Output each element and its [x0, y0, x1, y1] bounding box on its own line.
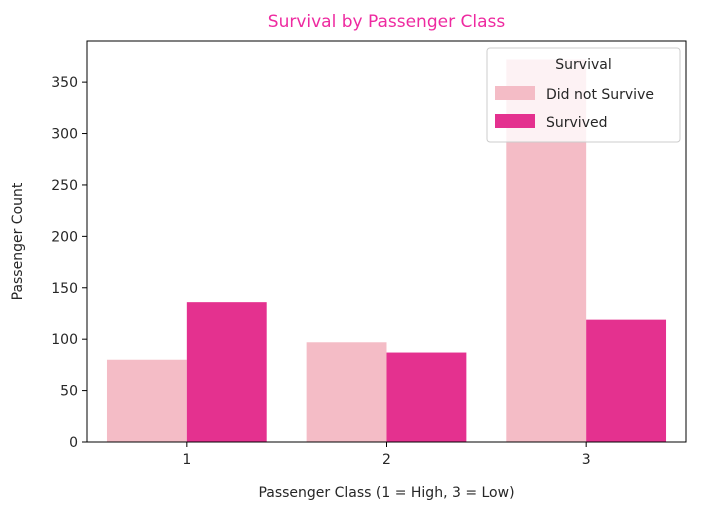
bar-survived-class-1 — [186, 302, 267, 442]
x-tick-label: 1 — [182, 452, 191, 468]
legend-items: Did not Survive Survived — [495, 86, 654, 131]
y-tick-label: 350 — [51, 75, 78, 91]
y-tick-label: 50 — [60, 384, 78, 400]
bar-did-not-survive-class-1 — [106, 359, 187, 442]
x-tick-label: 2 — [382, 452, 391, 468]
y-tick-label: 300 — [51, 127, 78, 143]
legend-swatch — [495, 86, 535, 100]
bar-survived-class-3 — [586, 319, 667, 442]
legend-swatch — [495, 114, 535, 128]
legend-box — [486, 47, 681, 143]
y-tick-label: 250 — [51, 178, 78, 194]
bar-survived-class-2 — [386, 352, 467, 442]
y-tick-label: 100 — [51, 332, 78, 348]
bar-did-not-survive-class-2 — [306, 342, 387, 442]
legend-label: Did not Survive — [546, 87, 654, 103]
legend: Survival Did not Survive Survived — [486, 47, 681, 143]
y-axis-label: Passenger Count — [10, 182, 26, 300]
axes-layer: 0 50 100 150 200 250 300 350 1 2 3 — [51, 40, 687, 468]
x-tick-label: 3 — [582, 452, 591, 468]
legend-label: Survived — [546, 115, 607, 131]
y-tick-label: 200 — [51, 229, 78, 245]
legend-title: Survival — [555, 57, 611, 73]
chart-title: Survival by Passenger Class — [268, 12, 506, 32]
x-axis-label: Passenger Class (1 = High, 3 = Low) — [258, 485, 514, 501]
y-tick-label: 150 — [51, 281, 78, 297]
y-tick-label: 0 — [69, 435, 78, 451]
